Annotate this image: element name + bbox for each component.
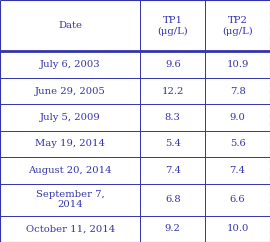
Text: 7.4: 7.4 bbox=[165, 166, 181, 175]
Text: 8.3: 8.3 bbox=[165, 113, 181, 122]
Text: 6.8: 6.8 bbox=[165, 195, 181, 204]
Text: 9.2: 9.2 bbox=[165, 224, 181, 233]
Text: July 5, 2009: July 5, 2009 bbox=[40, 113, 100, 122]
Text: September 7,
2014: September 7, 2014 bbox=[36, 190, 104, 209]
Text: 10.9: 10.9 bbox=[227, 60, 249, 69]
Text: 9.0: 9.0 bbox=[230, 113, 245, 122]
Text: 5.4: 5.4 bbox=[165, 139, 181, 148]
Text: August 20, 2014: August 20, 2014 bbox=[28, 166, 112, 175]
Text: 10.0: 10.0 bbox=[227, 224, 249, 233]
Text: 7.8: 7.8 bbox=[230, 87, 245, 96]
Text: TP2
(μg/L): TP2 (μg/L) bbox=[222, 15, 253, 36]
Text: 5.6: 5.6 bbox=[230, 139, 245, 148]
Text: 12.2: 12.2 bbox=[162, 87, 184, 96]
Text: 6.6: 6.6 bbox=[230, 195, 245, 204]
Text: 7.4: 7.4 bbox=[230, 166, 246, 175]
Text: May 19, 2014: May 19, 2014 bbox=[35, 139, 105, 148]
Text: Date: Date bbox=[58, 21, 82, 30]
Text: June 29, 2005: June 29, 2005 bbox=[35, 87, 106, 96]
Text: 9.6: 9.6 bbox=[165, 60, 181, 69]
Text: October 11, 2014: October 11, 2014 bbox=[26, 224, 115, 233]
Text: TP1
(μg/L): TP1 (μg/L) bbox=[157, 15, 188, 36]
Text: July 6, 2003: July 6, 2003 bbox=[40, 60, 100, 69]
